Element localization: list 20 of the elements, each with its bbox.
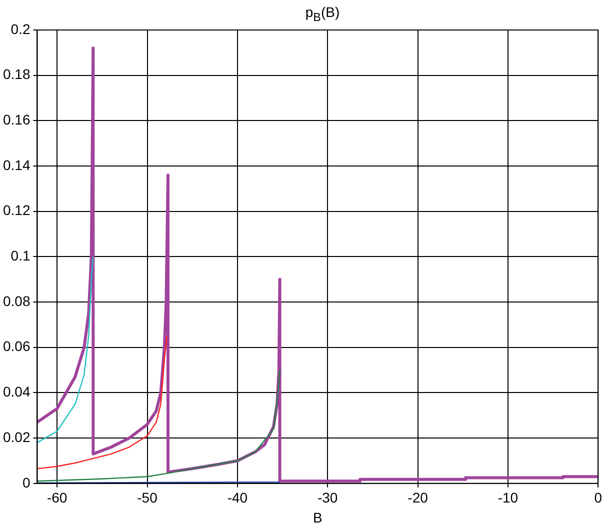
chart-title: p$_{B}$(B): [304, 4, 341, 24]
x-tick-label: -40: [227, 490, 248, 506]
x-tick-label: 0: [594, 490, 602, 506]
y-tick-label: 0.08: [3, 292, 30, 309]
x-axis-title: B: [313, 509, 322, 526]
x-tick-label: -50: [137, 490, 158, 506]
y-tick-label: 0.06: [3, 338, 30, 354]
y-tick-label: 0.16: [3, 112, 30, 128]
y-tick-label: 0.14: [3, 156, 30, 173]
x-tick-label: -10: [498, 490, 518, 506]
y-tick-label: 0.02: [3, 428, 30, 445]
y-tick-label: 0.04: [3, 384, 30, 400]
y-tick-label: 0.12: [3, 202, 30, 218]
x-tick-label: -20: [408, 490, 428, 506]
y-tick-label: 0: [22, 474, 30, 490]
y-tick-label: 0.1: [10, 248, 30, 264]
y-tick-label: 0.2: [10, 20, 30, 37]
x-tick-label: -60: [46, 490, 68, 506]
x-tick-label: -30: [317, 490, 338, 506]
y-tick-label: 0.18: [3, 66, 30, 82]
